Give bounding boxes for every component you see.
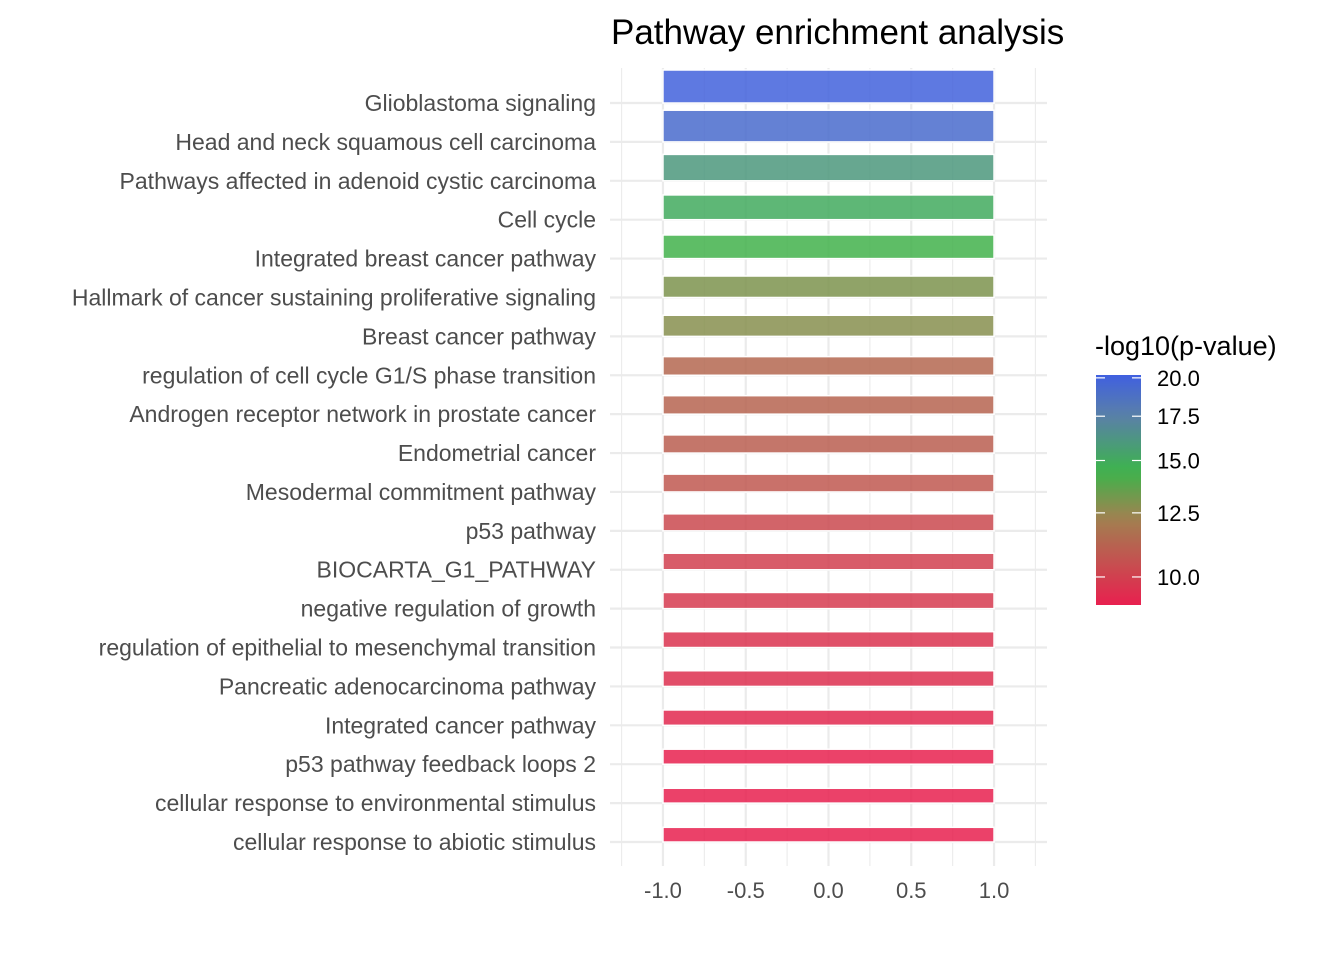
x-tick-label: 0.5 bbox=[896, 878, 927, 903]
bar bbox=[662, 434, 995, 454]
category-label: Pancreatic adenocarcinoma pathway bbox=[219, 673, 597, 699]
category-label: Integrated breast cancer pathway bbox=[255, 246, 597, 272]
bar bbox=[662, 591, 995, 610]
x-tick-label: -0.5 bbox=[727, 878, 765, 903]
bar bbox=[662, 275, 995, 299]
category-label: p53 pathway bbox=[466, 518, 597, 544]
category-label: cellular response to abiotic stimulus bbox=[233, 829, 596, 855]
legend-tick-label: 20.0 bbox=[1157, 366, 1200, 391]
bar bbox=[662, 394, 995, 415]
bar bbox=[662, 473, 995, 493]
category-label: Androgen receptor network in prostate ca… bbox=[129, 401, 596, 427]
category-label: Breast cancer pathway bbox=[362, 323, 596, 349]
bar bbox=[662, 153, 995, 182]
category-label: Endometrial cancer bbox=[398, 440, 596, 466]
bar bbox=[662, 355, 995, 377]
legend-tick-label: 17.5 bbox=[1157, 404, 1200, 429]
legend-tick-label: 15.0 bbox=[1157, 448, 1200, 473]
bar bbox=[662, 234, 995, 260]
legend-colorbar bbox=[1096, 375, 1141, 605]
bar bbox=[662, 314, 995, 338]
category-label: regulation of epithelial to mesenchymal … bbox=[99, 635, 596, 661]
category-label: p53 pathway feedback loops 2 bbox=[285, 751, 596, 777]
category-label: Mesodermal commitment pathway bbox=[246, 479, 597, 505]
bar bbox=[662, 709, 995, 727]
category-label: Hallmark of cancer sustaining proliferat… bbox=[72, 284, 596, 310]
category-label: cellular response to environmental stimu… bbox=[155, 790, 596, 816]
legend-tick-label: 12.5 bbox=[1157, 501, 1200, 526]
x-axis-ticks: -1.0 -0.5 0.0 0.5 1.0 bbox=[644, 878, 1009, 903]
category-label: Pathways affected in adenoid cystic carc… bbox=[120, 168, 597, 194]
bar bbox=[662, 513, 995, 532]
grid bbox=[610, 68, 1047, 866]
bar bbox=[662, 669, 995, 688]
category-label: regulation of cell cycle G1/S phase tran… bbox=[142, 362, 596, 388]
bar bbox=[662, 630, 995, 649]
x-tick-label: -1.0 bbox=[644, 878, 682, 903]
category-label: Glioblastoma signaling bbox=[365, 90, 596, 116]
bar bbox=[662, 552, 995, 571]
category-label: Head and neck squamous cell carcinoma bbox=[175, 129, 596, 155]
category-label: Integrated cancer pathway bbox=[325, 712, 597, 738]
bar bbox=[662, 194, 995, 221]
chart-title: Pathway enrichment analysis bbox=[611, 13, 1064, 52]
legend-tick-label: 10.0 bbox=[1157, 565, 1200, 590]
category-label: negative regulation of growth bbox=[301, 596, 596, 622]
bar bbox=[662, 69, 995, 104]
bar bbox=[662, 109, 995, 143]
x-tick-label: 1.0 bbox=[979, 878, 1010, 903]
legend-title: -log10(p-value) bbox=[1095, 331, 1277, 361]
bars bbox=[662, 69, 995, 843]
bar bbox=[662, 748, 995, 765]
category-label: Cell cycle bbox=[498, 207, 596, 233]
x-tick-label: 0.0 bbox=[813, 878, 844, 903]
color-legend: -log10(p-value) 20.0 17.5 15.0 12.5 10.0 bbox=[1095, 331, 1277, 605]
bar bbox=[662, 787, 995, 804]
category-label: BIOCARTA_G1_PATHWAY bbox=[317, 557, 596, 583]
bar bbox=[662, 826, 995, 843]
category-labels: Glioblastoma signaling Head and neck squa… bbox=[72, 90, 597, 855]
